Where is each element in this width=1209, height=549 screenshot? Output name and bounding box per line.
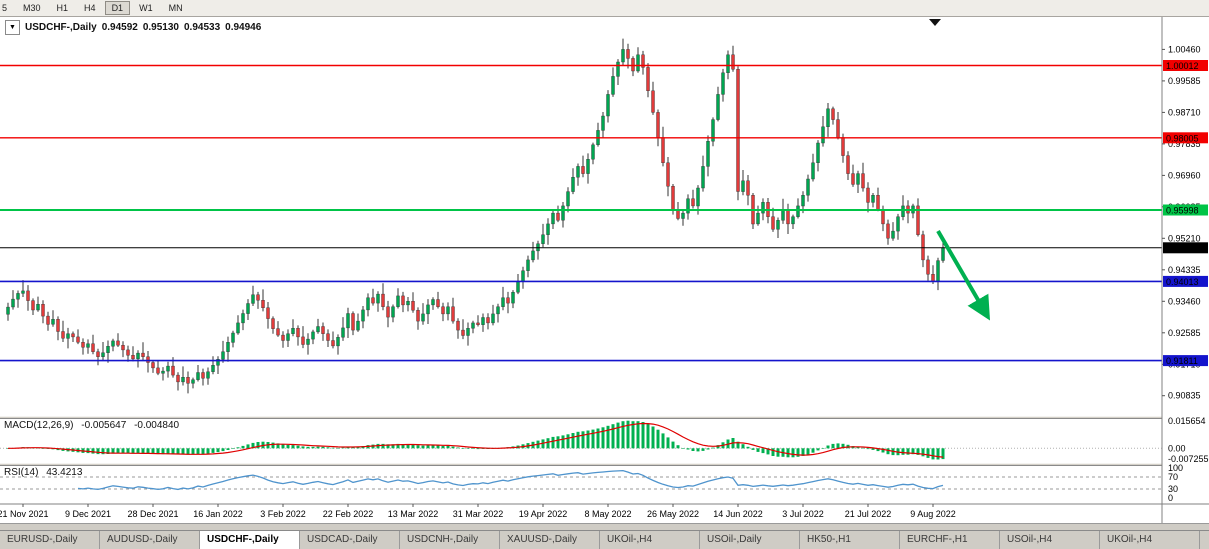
- symbol-tab-eurchf-h1[interactable]: EURCHF-,H1: [900, 531, 1000, 549]
- symbol-tab-audusd-daily[interactable]: AUDUSD-,Daily: [100, 531, 200, 549]
- rsi-axis-label: 0: [1168, 493, 1173, 503]
- rsi-axis-label: 70: [1168, 472, 1178, 482]
- candles-layer[interactable]: [6, 38, 945, 394]
- date-label: 3 Jul 2022: [782, 509, 824, 519]
- symbol-tab-xauusd-daily[interactable]: XAUUSD-,Daily: [500, 531, 600, 549]
- date-label: 26 May 2022: [647, 509, 699, 519]
- price-tick-label: 0.90835: [1168, 391, 1201, 401]
- rsi-line: [77, 469, 944, 491]
- macd-axis-label: -0.007255: [1168, 454, 1209, 464]
- timeframe-button-W1[interactable]: W1: [132, 1, 160, 15]
- macd-panel-splitter[interactable]: [0, 416, 1209, 419]
- symbol-tab-usoil-h4[interactable]: USOil-,H4: [1000, 531, 1100, 549]
- date-label: 3 Feb 2022: [260, 509, 306, 519]
- price-label-chip-text: 0.91811: [1166, 356, 1198, 366]
- symbol-tab-ukoil-h4[interactable]: UKOil-,H4: [600, 531, 700, 549]
- timeframe-button-H4[interactable]: H4: [77, 1, 103, 15]
- rsi-axis-label: 100: [1168, 463, 1183, 473]
- price-tick-label: 0.93460: [1168, 296, 1201, 306]
- price-axis[interactable]: [1162, 17, 1209, 523]
- price-label-chip-text: 0.94946: [1166, 243, 1199, 253]
- price-tick-label: 0.96960: [1168, 170, 1201, 180]
- timeframe-toolbar: 5 M30 H1 H4 D1 W1 MN: [0, 0, 1209, 17]
- price-label-chip: [1163, 275, 1208, 287]
- date-label: 16 Jan 2022: [193, 509, 243, 519]
- date-label: 8 May 2022: [584, 509, 631, 519]
- macd-signal-line: [8, 422, 944, 458]
- chart-window: 1.004600.995850.987100.978350.969600.960…: [0, 17, 1209, 524]
- price-label-chip: [1163, 242, 1208, 254]
- macd-histogram: [0, 420, 1162, 460]
- rsi-panel: [0, 469, 1162, 491]
- price-label-chip-text: 0.94013: [1166, 277, 1199, 287]
- symbol-tab-eurusd-daily[interactable]: EURUSD-,Daily: [0, 531, 100, 549]
- price-tick-label: 0.99585: [1168, 76, 1201, 86]
- symbol-tab-bar: EURUSD-,Daily AUDUSD-,Daily USDCHF-,Daily U…: [0, 530, 1209, 549]
- symbol-tab-usoil-daily[interactable]: USOil-,Daily: [700, 531, 800, 549]
- timeframe-button-MN[interactable]: MN: [162, 1, 190, 15]
- symbol-tab-usdchf-daily[interactable]: USDCHF-,Daily: [200, 531, 300, 549]
- date-label: 13 Mar 2022: [388, 509, 439, 519]
- date-label: 28 Dec 2021: [127, 509, 178, 519]
- symbol-tab-ukoil-h4[interactable]: UKOil-,H4: [1100, 531, 1200, 549]
- date-label: 14 Jun 2022: [713, 509, 763, 519]
- macd-axis-label: 0.00: [1168, 443, 1186, 453]
- price-tick-label: 0.94335: [1168, 265, 1201, 275]
- price-tick-label: 0.92585: [1168, 328, 1201, 338]
- symbol-dropdown-icon[interactable]: ▼: [5, 20, 20, 35]
- date-label: 19 Apr 2022: [519, 509, 568, 519]
- price-label-chip: [1163, 60, 1208, 71]
- price-label-chip: [1163, 132, 1208, 144]
- timeframe-button-H1[interactable]: H1: [50, 1, 76, 15]
- macd-axis-label: 0.015654: [1168, 416, 1206, 426]
- price-tick-label: 0.95210: [1168, 233, 1201, 243]
- price-tick-label: 1.00460: [1168, 44, 1201, 54]
- chart-plot-area[interactable]: [0, 17, 1162, 504]
- price-label-chip: [1163, 355, 1208, 367]
- timeframe-button-D1[interactable]: D1: [104, 1, 131, 15]
- date-label: 31 Mar 2022: [453, 509, 504, 519]
- trend-arrow-annotation[interactable]: [936, 229, 991, 321]
- rsi-axis-label: 30: [1168, 484, 1178, 494]
- timeframe-button-5[interactable]: 5: [0, 1, 14, 15]
- timeframe-button-M30[interactable]: M30: [16, 1, 48, 15]
- price-tick-label: 0.97835: [1168, 139, 1201, 149]
- price-label-chip: [1163, 204, 1208, 216]
- date-label: 22 Feb 2022: [323, 509, 374, 519]
- scroll-position-marker: [929, 19, 941, 26]
- price-label-chip-text: 0.98005: [1166, 133, 1199, 143]
- symbol-tab-usdcad-daily[interactable]: USDCAD-,Daily: [300, 531, 400, 549]
- chart-canvas[interactable]: 1.004600.995850.987100.978350.969600.960…: [0, 17, 1209, 523]
- price-label-chip-text: 0.95998: [1166, 206, 1199, 216]
- date-label: 9 Dec 2021: [65, 509, 111, 519]
- symbol-tab-hk50-h1[interactable]: HK50-,H1: [800, 531, 900, 549]
- date-label: 21 Jul 2022: [845, 509, 892, 519]
- date-label: 21 Nov 2021: [0, 509, 49, 519]
- date-label: 9 Aug 2022: [910, 509, 956, 519]
- symbol-tab-usdcnh-daily[interactable]: USDCNH-,Daily: [400, 531, 500, 549]
- price-label-chip-text: 1.00012: [1166, 61, 1199, 71]
- rsi-panel-splitter[interactable]: [0, 463, 1209, 466]
- price-tick-label: 0.98710: [1168, 107, 1201, 117]
